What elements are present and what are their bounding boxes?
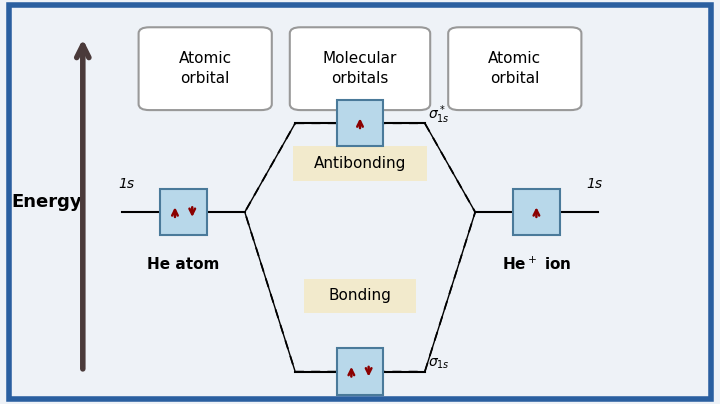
Text: He atom: He atom [148,257,220,272]
Text: Bonding: Bonding [328,288,392,303]
Text: Atomic
orbital: Atomic orbital [179,51,232,86]
Text: Atomic
orbital: Atomic orbital [488,51,541,86]
FancyBboxPatch shape [448,27,581,110]
FancyBboxPatch shape [294,147,426,181]
Text: 1s: 1s [118,177,134,191]
FancyBboxPatch shape [160,189,207,235]
Text: 1s: 1s [586,177,602,191]
Text: Energy: Energy [12,193,82,211]
FancyBboxPatch shape [337,100,383,147]
FancyBboxPatch shape [138,27,271,110]
Text: He$^+$ ion: He$^+$ ion [502,256,571,273]
Text: $\sigma_{1s}$: $\sigma_{1s}$ [428,356,450,371]
Text: Molecular
orbitals: Molecular orbitals [323,51,397,86]
Text: $\sigma_{1s}^*$: $\sigma_{1s}^*$ [428,104,450,126]
FancyBboxPatch shape [304,279,416,313]
FancyBboxPatch shape [513,189,560,235]
Text: Antibonding: Antibonding [314,156,406,171]
FancyBboxPatch shape [337,348,383,395]
FancyBboxPatch shape [289,27,430,110]
